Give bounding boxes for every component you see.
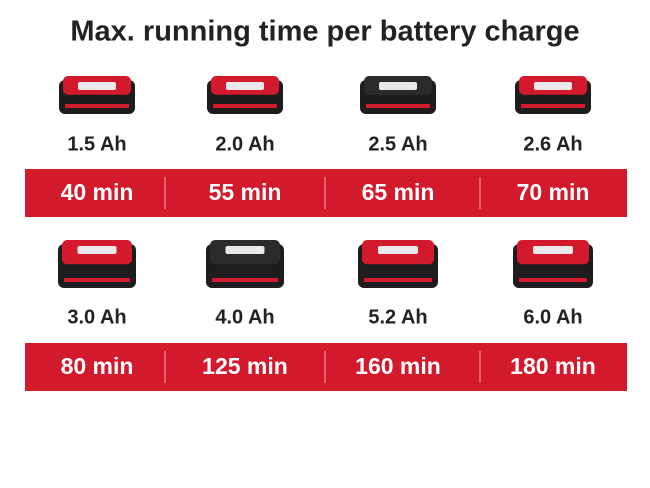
- battery-stripe: [65, 104, 129, 108]
- runtime-band: [25, 169, 627, 217]
- capacity-label: 3.0 Ah: [67, 306, 126, 328]
- battery-stripe: [212, 278, 278, 282]
- runtime-label: 40 min: [61, 179, 134, 205]
- runtime-band: [25, 343, 627, 391]
- runtime-label: 55 min: [209, 179, 282, 205]
- runtime-label: 70 min: [517, 179, 590, 205]
- battery-stripe: [64, 278, 130, 282]
- battery-label: [225, 246, 265, 254]
- capacity-label: 2.6 Ah: [523, 133, 582, 155]
- runtime-label: 80 min: [61, 353, 134, 379]
- battery-stripe: [364, 278, 432, 282]
- title: Max. running time per battery charge: [70, 16, 579, 48]
- capacity-label: 2.5 Ah: [368, 133, 427, 155]
- battery-label: [226, 82, 264, 90]
- battery-label: [378, 246, 418, 254]
- capacity-label: 4.0 Ah: [215, 306, 274, 328]
- runtime-label: 180 min: [510, 353, 596, 379]
- battery-label: [533, 246, 573, 254]
- battery-label: [77, 246, 117, 254]
- capacity-label: 2.0 Ah: [215, 133, 274, 155]
- capacity-label: 5.2 Ah: [368, 306, 427, 328]
- capacity-label: 6.0 Ah: [523, 306, 582, 328]
- battery-stripe: [213, 104, 277, 108]
- runtime-label: 65 min: [362, 179, 435, 205]
- runtime-label: 160 min: [355, 353, 441, 379]
- capacity-label: 1.5 Ah: [67, 133, 126, 155]
- runtime-label: 125 min: [202, 353, 288, 379]
- battery-label: [379, 82, 417, 90]
- battery-stripe: [366, 104, 430, 108]
- battery-label: [78, 82, 116, 90]
- battery-stripe: [519, 278, 587, 282]
- battery-stripe: [521, 104, 585, 108]
- battery-label: [534, 82, 572, 90]
